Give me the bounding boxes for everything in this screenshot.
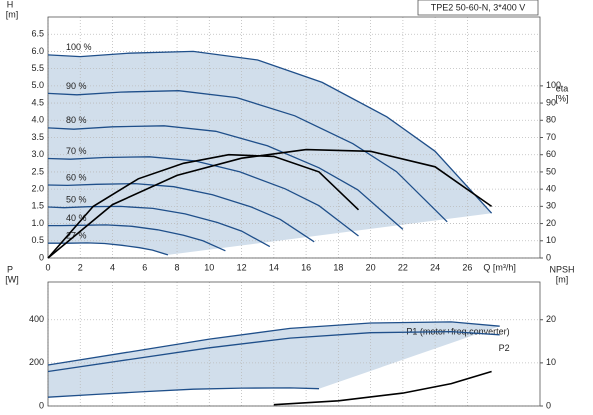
- chart-title: TPE2 50-60-N, 3*400 V: [431, 2, 526, 12]
- y-tick-label: 3.0: [31, 149, 44, 159]
- curve-label: 90 %: [66, 81, 87, 91]
- curve: [47, 387, 320, 398]
- x-tick-label: 16: [301, 262, 311, 272]
- plot-frame: [47, 16, 541, 259]
- x-tick-label: 24: [430, 262, 440, 272]
- x-tick-label: 2: [78, 262, 83, 272]
- x-tick-label: 20: [366, 262, 376, 272]
- curve-label: 40 %: [66, 213, 87, 223]
- y2-tick-label: 30: [546, 201, 556, 211]
- curve: [47, 321, 500, 366]
- x-tick-label: 12: [237, 262, 247, 272]
- y2-tick-label: 80: [546, 115, 556, 125]
- y-tick-label: 0: [39, 400, 44, 410]
- x-tick-label: 14: [269, 262, 279, 272]
- y-tick-label: 2.5: [31, 166, 44, 176]
- y-axis-unit: [W]: [5, 274, 19, 284]
- x-tick-label: 6: [142, 262, 147, 272]
- y2-tick-label: 20: [546, 314, 556, 324]
- y-axis-unit: [m]: [6, 9, 19, 19]
- y-tick-label: 3.5: [31, 132, 44, 142]
- curve: [47, 182, 315, 243]
- x-tick-label: 0: [45, 262, 50, 272]
- curve-label: 50 %: [66, 194, 87, 204]
- y2-axis-unit: [%]: [555, 93, 568, 103]
- y2-tick-label: 70: [546, 132, 556, 142]
- x-axis-label: Q [m³/h]: [483, 262, 516, 272]
- y-tick-label: 6.5: [31, 29, 44, 39]
- x-tick-label: 4: [110, 262, 115, 272]
- y-tick-label: 4.5: [31, 97, 44, 107]
- y-tick-label: 4.0: [31, 115, 44, 125]
- y2-tick-label: 90: [546, 97, 556, 107]
- x-tick-label: 22: [398, 262, 408, 272]
- y2-axis-unit: [m]: [556, 274, 569, 284]
- y2-tick-label: 10: [546, 235, 556, 245]
- curve: [48, 224, 226, 252]
- y-tick-label: 5.0: [31, 80, 44, 90]
- y-tick-label: 1.0: [31, 218, 44, 228]
- y-tick-label: 400: [29, 314, 44, 324]
- secondary-curve: [47, 148, 493, 259]
- curve-label: 80 %: [66, 115, 87, 125]
- x-tick-label: 10: [204, 262, 214, 272]
- y-axis-label: P: [7, 264, 13, 274]
- y2-tick-label: 0: [546, 252, 551, 262]
- y2-tick-label: 60: [546, 149, 556, 159]
- curve: [47, 90, 448, 223]
- curve: [47, 330, 500, 373]
- y-tick-label: 2.0: [31, 184, 44, 194]
- curve-label: 100 %: [66, 42, 92, 52]
- y-tick-label: 5.5: [31, 63, 44, 73]
- curve-label: 70 %: [66, 146, 87, 156]
- operating-range: [48, 51, 492, 255]
- y-axis-label: H: [7, 0, 14, 9]
- curve: [47, 205, 271, 248]
- y-tick-label: 1.5: [31, 201, 44, 211]
- secondary-curve: [273, 370, 492, 406]
- plot-frame: [47, 281, 541, 407]
- secondary-curve: [47, 153, 360, 259]
- x-tick-label: 18: [333, 262, 343, 272]
- title-box: [417, 0, 539, 16]
- x-tick-label: 26: [462, 262, 472, 272]
- y-tick-label: 0.5: [31, 235, 44, 245]
- operating-range: [48, 321, 500, 398]
- y2-axis-label: eta: [556, 83, 569, 93]
- y2-tick-label: 40: [546, 184, 556, 194]
- y-tick-label: 200: [29, 357, 44, 367]
- curve-label: P2: [499, 343, 510, 353]
- y2-tick-label: 0: [546, 400, 551, 410]
- y2-tick-label: 50: [546, 166, 556, 176]
- y-tick-label: 6.0: [31, 46, 44, 56]
- curve: [47, 50, 493, 214]
- curve: [47, 125, 404, 230]
- curve-label: 60 %: [66, 172, 87, 182]
- y2-tick-label: 10: [546, 357, 556, 367]
- y2-tick-label: 100: [546, 80, 561, 90]
- y2-axis-label: NPSH: [549, 264, 574, 274]
- y-tick-label: 0: [39, 252, 44, 262]
- x-tick-label: 8: [175, 262, 180, 272]
- y2-tick-label: 20: [546, 218, 556, 228]
